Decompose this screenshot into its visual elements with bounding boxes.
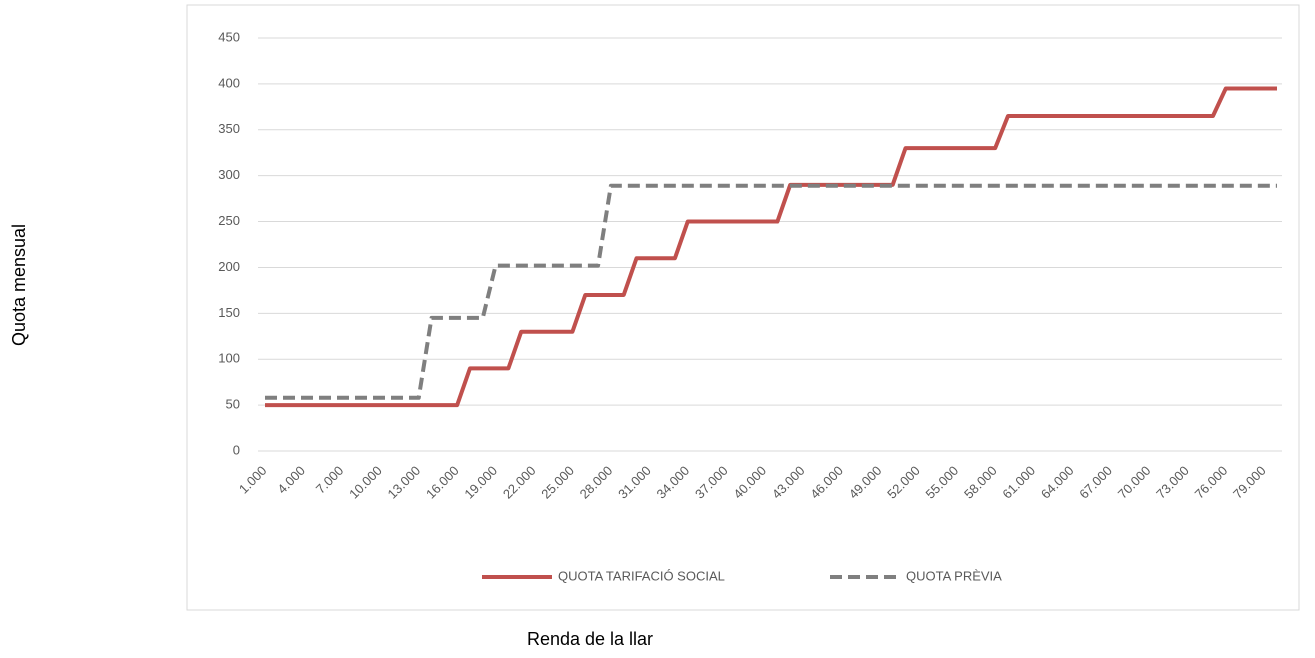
x-tick-label: 16.000: [423, 463, 462, 502]
y-tick-label: 200: [218, 259, 240, 274]
x-tick-label: 22.000: [500, 463, 539, 502]
x-tick-label: 28.000: [577, 463, 616, 502]
x-tick-label: 37.000: [692, 463, 731, 502]
series-line: [265, 183, 1277, 400]
x-tick-label: 34.000: [654, 463, 693, 502]
legend-label: QUOTA PRÈVIA: [906, 568, 1002, 583]
x-tick-label: 49.000: [846, 463, 885, 502]
y-tick-label: 250: [218, 213, 240, 228]
x-tick-label: 31.000: [615, 463, 654, 502]
x-tick-label: 19.000: [461, 463, 500, 502]
legend-label: QUOTA TARIFACIÓ SOCIAL: [558, 568, 725, 583]
y-tick-label: 450: [218, 29, 240, 44]
x-tick-label: 79.000: [1230, 463, 1269, 502]
x-tick-label: 40.000: [730, 463, 769, 502]
y-tick-label: 100: [218, 351, 240, 366]
x-tick-label: 13.000: [385, 463, 424, 502]
x-tick-label: 76.000: [1192, 463, 1231, 502]
y-axis-title: Quota mensual: [9, 224, 29, 346]
x-tick-label: 25.000: [538, 463, 577, 502]
x-tick-label: 46.000: [807, 463, 846, 502]
x-tick-label: 10.000: [346, 463, 385, 502]
x-tick-label: 61.000: [999, 463, 1038, 502]
y-tick-label: 350: [218, 121, 240, 136]
x-tick-label: 55.000: [923, 463, 962, 502]
x-tick-label: 1.000: [236, 463, 270, 497]
x-tick-label: 70.000: [1115, 463, 1154, 502]
x-tick-label: 58.000: [961, 463, 1000, 502]
x-tick-label: 67.000: [1076, 463, 1115, 502]
x-tick-label: 64.000: [1038, 463, 1077, 502]
x-tick-label: 4.000: [274, 463, 308, 497]
y-tick-label: 400: [218, 75, 240, 90]
x-tick-label: 43.000: [769, 463, 808, 502]
y-tick-label: 0: [233, 442, 240, 457]
y-tick-label: 50: [226, 397, 240, 412]
x-tick-label: 73.000: [1153, 463, 1192, 502]
series-line: [265, 86, 1277, 408]
x-axis-title: Renda de la llar: [527, 629, 653, 649]
y-tick-label: 150: [218, 305, 240, 320]
y-tick-label: 300: [218, 167, 240, 182]
x-tick-label: 7.000: [313, 463, 347, 497]
x-tick-label: 52.000: [884, 463, 923, 502]
chart-frame: [186, 4, 1300, 611]
